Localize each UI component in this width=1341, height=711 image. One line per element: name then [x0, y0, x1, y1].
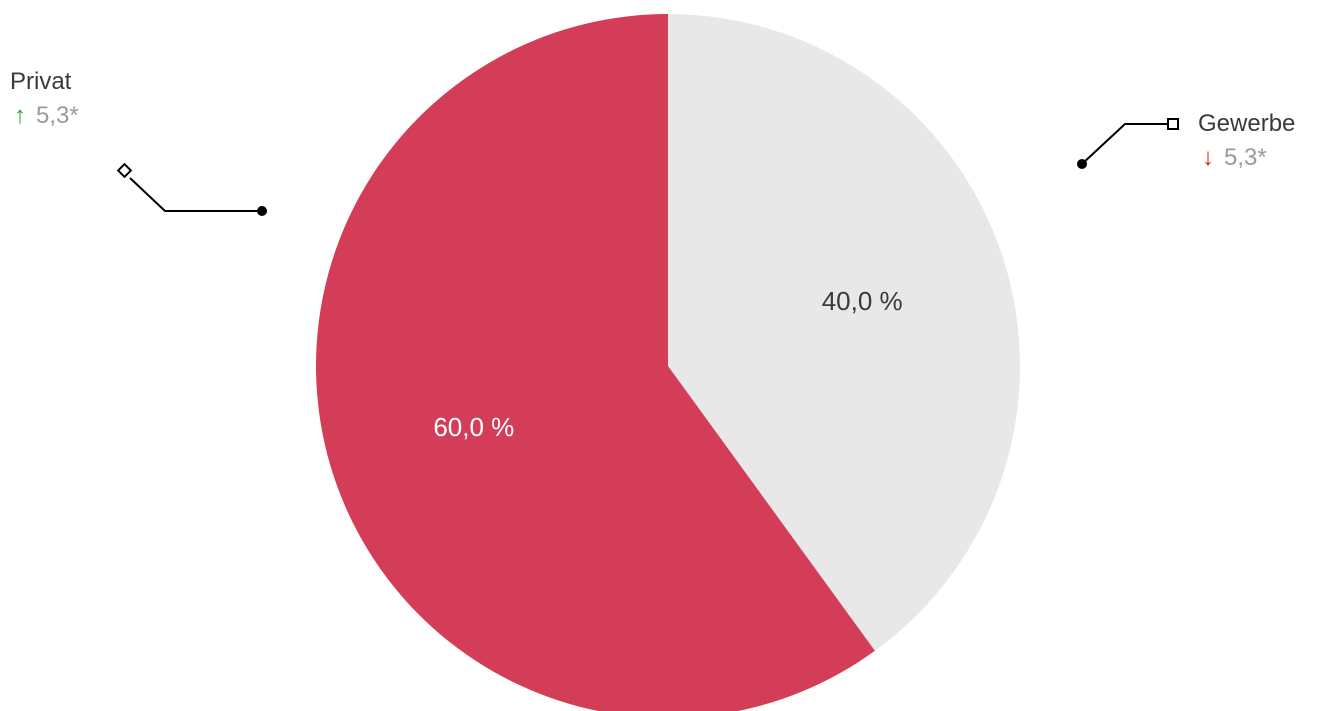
gewerbe-callout: Gewerbe ↓ 5,3*: [1198, 110, 1295, 172]
arrow-up-icon: ↑: [14, 102, 26, 129]
gewerbe-legend-label: Gewerbe: [1198, 110, 1296, 137]
privat-change-value: 5,3*: [36, 102, 79, 129]
pie-slice-privat: [316, 14, 875, 711]
pie-value-label-privat: 60,0 %: [433, 412, 514, 442]
pie-value-labels: 40,0 % 60,0 %: [433, 286, 902, 442]
pie-value-label-gewerbe: 40,0 %: [822, 286, 903, 316]
privat-leader-line: [116, 162, 267, 216]
privat-callout: Privat ↑ 5,3*: [10, 68, 79, 130]
gewerbe-leader-line: [1077, 118, 1179, 169]
pie-slice-gewerbe: [668, 14, 1020, 651]
pie-slices: [316, 14, 1020, 711]
gewerbe-change-value: 5,3*: [1224, 144, 1267, 171]
arrow-down-icon: ↓: [1202, 144, 1214, 171]
privat-legend-label: Privat: [10, 68, 72, 95]
